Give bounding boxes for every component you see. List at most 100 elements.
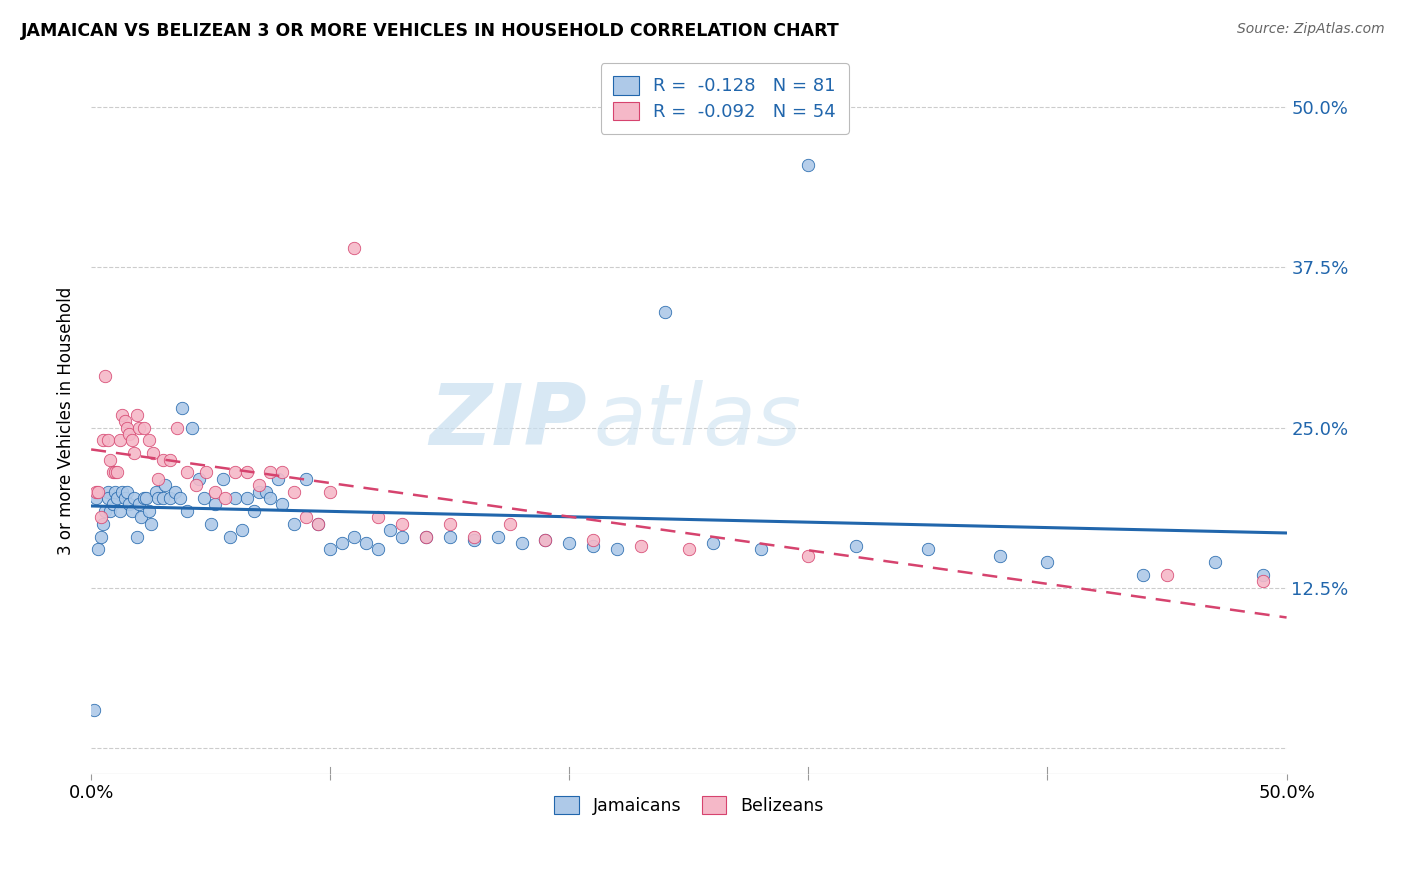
Point — [486, 530, 509, 544]
Point — [114, 491, 136, 505]
Point — [125, 530, 148, 544]
Point — [235, 491, 257, 505]
Point — [367, 510, 389, 524]
Point — [187, 472, 209, 486]
Point — [231, 523, 253, 537]
Point — [146, 472, 169, 486]
Point — [90, 530, 112, 544]
Point — [259, 466, 281, 480]
Point — [319, 484, 342, 499]
Point — [155, 478, 177, 492]
Point — [1251, 568, 1274, 582]
Point — [845, 539, 868, 553]
Point — [271, 498, 294, 512]
Point — [108, 434, 131, 448]
Point — [463, 533, 485, 548]
Point — [176, 466, 198, 480]
Point — [138, 434, 160, 448]
Point — [180, 420, 202, 434]
Point — [582, 533, 605, 548]
Point — [1036, 555, 1059, 569]
Point — [142, 446, 165, 460]
Point — [145, 484, 167, 499]
Point — [654, 305, 676, 319]
Point — [498, 516, 520, 531]
Point — [104, 466, 127, 480]
Point — [128, 420, 150, 434]
Point — [283, 516, 305, 531]
Point — [118, 427, 141, 442]
Point — [83, 703, 105, 717]
Point — [295, 510, 318, 524]
Point — [266, 472, 288, 486]
Point — [94, 369, 117, 384]
Point — [391, 516, 413, 531]
Point — [917, 542, 939, 557]
Point — [194, 466, 217, 480]
Point — [1132, 568, 1154, 582]
Point — [224, 491, 246, 505]
Point — [111, 408, 134, 422]
Point — [797, 158, 820, 172]
Point — [678, 542, 700, 557]
Point — [283, 484, 305, 499]
Y-axis label: 3 or more Vehicles in Household: 3 or more Vehicles in Household — [58, 287, 75, 556]
Point — [391, 530, 413, 544]
Point — [247, 478, 270, 492]
Point — [159, 491, 181, 505]
Point — [510, 536, 533, 550]
Point — [146, 491, 169, 505]
Point — [114, 414, 136, 428]
Legend: Jamaicans, Belizeans: Jamaicans, Belizeans — [544, 786, 834, 825]
Point — [558, 536, 581, 550]
Point — [247, 484, 270, 499]
Text: JAMAICAN VS BELIZEAN 3 OR MORE VEHICLES IN HOUSEHOLD CORRELATION CHART: JAMAICAN VS BELIZEAN 3 OR MORE VEHICLES … — [21, 22, 839, 40]
Point — [186, 478, 208, 492]
Point — [104, 484, 127, 499]
Point — [163, 484, 186, 499]
Point — [169, 491, 191, 505]
Point — [1156, 568, 1178, 582]
Point — [152, 452, 174, 467]
Point — [354, 536, 377, 550]
Point — [254, 484, 277, 499]
Point — [97, 491, 120, 505]
Point — [138, 504, 160, 518]
Point — [170, 401, 193, 416]
Point — [97, 484, 120, 499]
Point — [132, 420, 155, 434]
Point — [94, 504, 117, 518]
Point — [702, 536, 724, 550]
Point — [122, 446, 145, 460]
Text: Source: ZipAtlas.com: Source: ZipAtlas.com — [1237, 22, 1385, 37]
Point — [166, 420, 188, 434]
Point — [98, 504, 121, 518]
Point — [193, 491, 215, 505]
Point — [343, 241, 366, 255]
Point — [111, 484, 134, 499]
Point — [84, 484, 107, 499]
Point — [415, 530, 437, 544]
Point — [115, 420, 138, 434]
Point — [118, 498, 141, 512]
Point — [128, 498, 150, 512]
Text: atlas: atlas — [593, 380, 801, 463]
Point — [439, 516, 461, 531]
Point — [200, 516, 222, 531]
Point — [159, 452, 181, 467]
Point — [84, 491, 107, 505]
Point — [211, 472, 233, 486]
Point — [107, 491, 129, 505]
Point — [797, 549, 820, 563]
Point — [108, 504, 131, 518]
Point — [582, 539, 605, 553]
Point — [121, 504, 143, 518]
Point — [131, 510, 153, 524]
Point — [204, 498, 226, 512]
Point — [988, 549, 1011, 563]
Point — [135, 491, 157, 505]
Point — [1204, 555, 1226, 569]
Point — [367, 542, 389, 557]
Point — [242, 504, 264, 518]
Text: ZIP: ZIP — [430, 380, 588, 463]
